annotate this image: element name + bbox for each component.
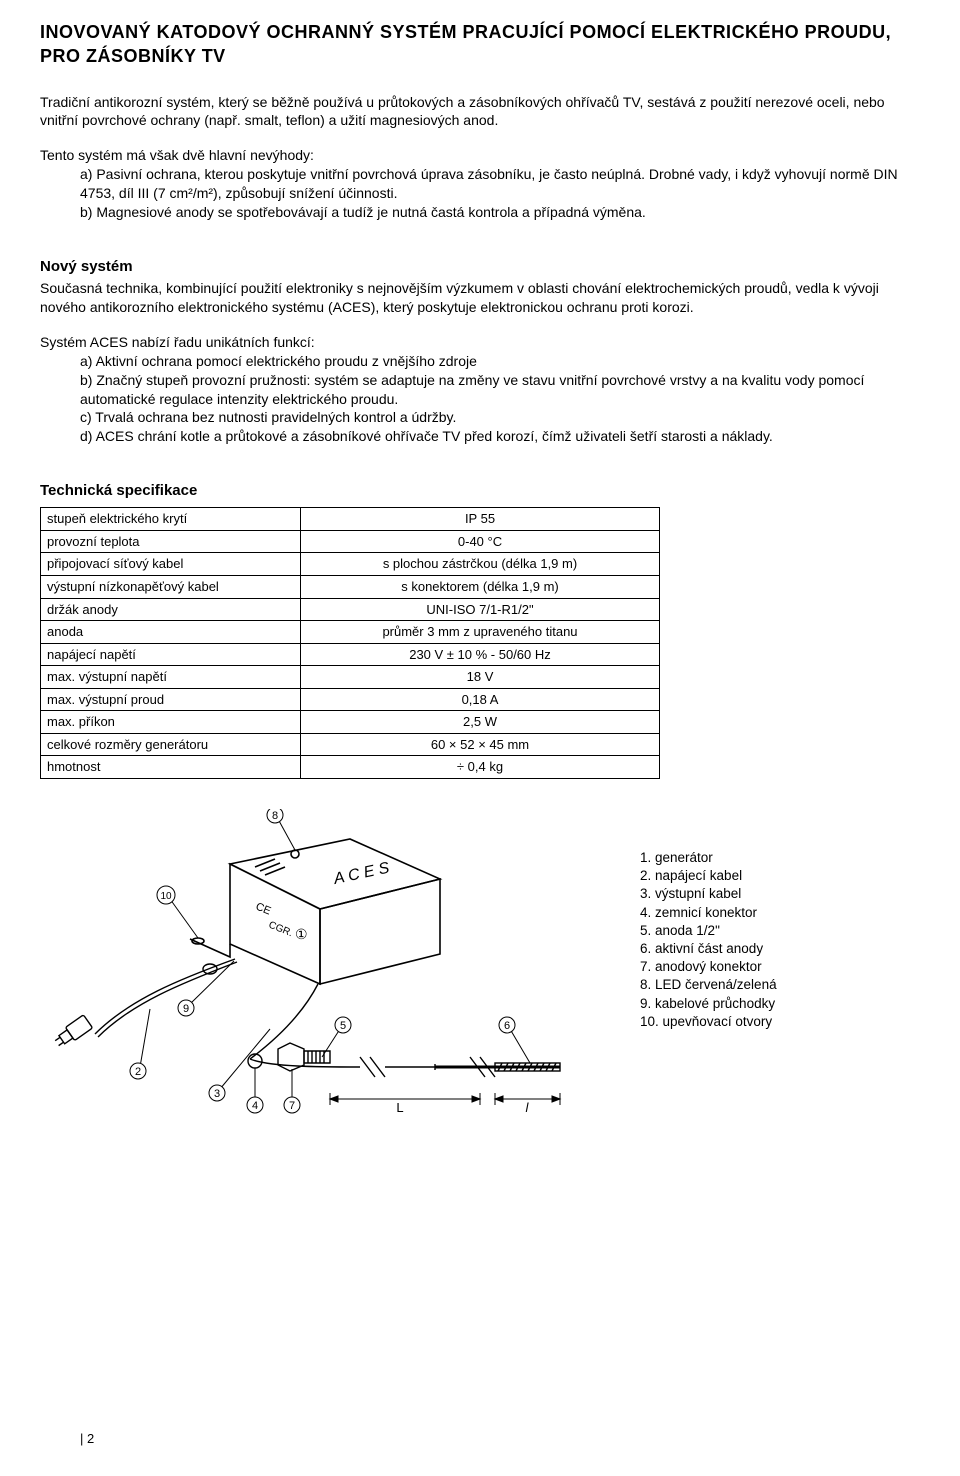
spec-label: max. příkon [41, 711, 301, 734]
svg-text:①: ① [295, 926, 308, 942]
spec-label: anoda [41, 621, 301, 644]
novy-head: Nový systém [40, 257, 920, 277]
spec-label: připojovací síťový kabel [41, 553, 301, 576]
table-row: hmotnost÷ 0,4 kg [41, 756, 660, 779]
spec-label: provozní teplota [41, 530, 301, 553]
spec-value: s konektorem (délka 1,9 m) [301, 575, 660, 598]
legend-item: 3. výstupní kabel [640, 885, 777, 903]
svg-text:6: 6 [504, 1020, 510, 1032]
drawbacks-lead: Tento systém má však dvě hlavní nevýhody… [40, 146, 920, 165]
spec-label: hmotnost [41, 756, 301, 779]
legend-item: 10. upevňovací otvory [640, 1013, 777, 1031]
spec-value: 18 V [301, 666, 660, 689]
spec-value: 0-40 °C [301, 530, 660, 553]
table-row: připojovací síťový kabels plochou zástrč… [41, 553, 660, 576]
table-row: anodaprůměr 3 mm z upraveného titanu [41, 621, 660, 644]
spec-label: výstupní nízkonapěťový kabel [41, 575, 301, 598]
legend-item: 2. napájecí kabel [640, 867, 777, 885]
svg-text:4: 4 [252, 1100, 258, 1112]
table-row: provozní teplota0-40 °C [41, 530, 660, 553]
legend-item: 1. generátor [640, 849, 777, 867]
svg-text:CGR.: CGR. [267, 919, 294, 939]
table-row: výstupní nízkonapěťový kabels konektorem… [41, 575, 660, 598]
aces-features-block: Systém ACES nabízí řadu unikátních funkc… [40, 333, 920, 446]
drawbacks-block: Tento systém má však dvě hlavní nevýhody… [40, 146, 920, 222]
spec-value: s plochou zástrčkou (délka 1,9 m) [301, 553, 660, 576]
legend-item: 9. kabelové průchodky [640, 995, 777, 1013]
figure-area: A C E S CE CGR. ① [40, 809, 920, 1134]
tech-spec-head: Technická specifikace [40, 481, 920, 501]
table-row: max. výstupní napětí18 V [41, 666, 660, 689]
intro-paragraph: Tradiční antikorozní systém, který se bě… [40, 93, 920, 131]
spec-value: průměr 3 mm z upraveného titanu [301, 621, 660, 644]
page-number: | 2 [80, 1430, 94, 1448]
spec-value: ÷ 0,4 kg [301, 756, 660, 779]
spec-value: UNI-ISO 7/1-R1/2" [301, 598, 660, 621]
spec-value: 0,18 A [301, 688, 660, 711]
svg-text:l: l [526, 1100, 530, 1115]
novy-paragraph: Současná technika, kombinující použití e… [40, 279, 920, 317]
spec-label: napájecí napětí [41, 643, 301, 666]
aces-b: b) Značný stupeň provozní pružnosti: sys… [40, 371, 920, 409]
spec-label: celkové rozměry generátoru [41, 733, 301, 756]
table-row: max. výstupní proud0,18 A [41, 688, 660, 711]
svg-text:L: L [396, 1100, 403, 1115]
legend-item: 6. aktivní část anody [640, 940, 777, 958]
spec-label: držák anody [41, 598, 301, 621]
svg-text:7: 7 [289, 1100, 295, 1112]
legend-item: 4. zemnicí konektor [640, 904, 777, 922]
spec-label: max. výstupní napětí [41, 666, 301, 689]
table-row: držák anodyUNI-ISO 7/1-R1/2" [41, 598, 660, 621]
novy-system-block: Nový systém Současná technika, kombinují… [40, 257, 920, 317]
svg-text:10: 10 [160, 891, 172, 902]
svg-text:9: 9 [183, 1003, 189, 1015]
spec-value: 2,5 W [301, 711, 660, 734]
device-diagram: A C E S CE CGR. ① [40, 809, 600, 1134]
drawback-b: b) Magnesiové anody se spotřebovávají a … [40, 203, 920, 222]
spec-value: 60 × 52 × 45 mm [301, 733, 660, 756]
spec-label: stupeň elektrického krytí [41, 508, 301, 531]
aces-d: d) ACES chrání kotle a průtokové a zásob… [40, 427, 920, 446]
legend-item: 8. LED červená/zelená [640, 976, 777, 994]
table-row: stupeň elektrického krytíIP 55 [41, 508, 660, 531]
legend-item: 7. anodový konektor [640, 958, 777, 976]
table-row: celkové rozměry generátoru60 × 52 × 45 m… [41, 733, 660, 756]
table-row: napájecí napětí230 V ± 10 % - 50/60 Hz [41, 643, 660, 666]
svg-text:8: 8 [272, 810, 278, 822]
svg-text:5: 5 [340, 1020, 346, 1032]
diagram-legend: 1. generátor 2. napájecí kabel 3. výstup… [640, 849, 777, 1031]
legend-item: 5. anoda 1/2" [640, 922, 777, 940]
drawback-a: a) Pasivní ochrana, kterou poskytuje vni… [40, 165, 920, 203]
spec-value: 230 V ± 10 % - 50/60 Hz [301, 643, 660, 666]
svg-text:2: 2 [135, 1066, 141, 1078]
svg-text:3: 3 [214, 1088, 220, 1100]
table-row: max. příkon2,5 W [41, 711, 660, 734]
aces-lead: Systém ACES nabízí řadu unikátních funkc… [40, 333, 920, 352]
svg-text:A C E S: A C E S [331, 859, 391, 888]
aces-a: a) Aktivní ochrana pomocí elektrického p… [40, 352, 920, 371]
spec-value: IP 55 [301, 508, 660, 531]
aces-c: c) Trvalá ochrana bez nutnosti pravideln… [40, 408, 920, 427]
document-title: INOVOVANÝ KATODOVÝ OCHRANNÝ SYSTÉM PRACU… [40, 20, 920, 69]
tech-spec-table: stupeň elektrického krytíIP 55provozní t… [40, 507, 660, 779]
spec-label: max. výstupní proud [41, 688, 301, 711]
svg-text:CE: CE [254, 901, 273, 918]
